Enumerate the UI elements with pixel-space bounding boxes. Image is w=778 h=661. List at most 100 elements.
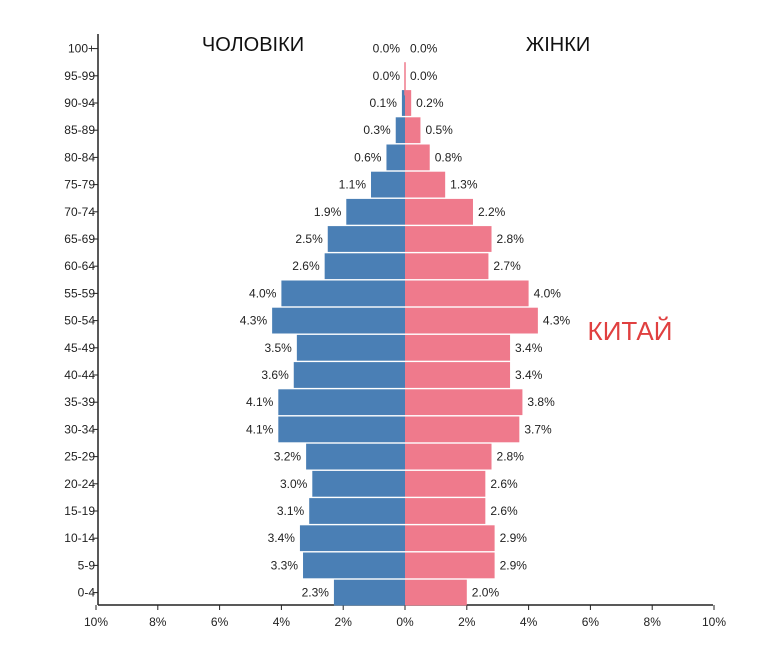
age-group-label: 60-64: [64, 259, 95, 273]
male-bar: [303, 552, 405, 579]
male-bar: [371, 171, 405, 198]
male-bar: [395, 117, 405, 144]
male-value-label: 0.0%: [373, 69, 401, 83]
female-bar: [405, 525, 495, 552]
male-bar: [309, 498, 405, 524]
female-value-label: 0.8%: [435, 150, 463, 164]
female-bar: [405, 416, 520, 443]
age-group-label: 85-89: [64, 123, 95, 137]
female-value-label: 0.2%: [416, 96, 444, 110]
age-group-label: 90-94: [64, 96, 95, 110]
male-value-label: 0.3%: [363, 123, 391, 137]
age-group-label: 35-39: [64, 395, 95, 409]
male-value-label: 0.1%: [370, 96, 398, 110]
female-value-label: 4.0%: [534, 286, 562, 300]
female-bar: [405, 362, 511, 388]
male-bar: [327, 226, 405, 252]
male-bar: [299, 525, 405, 552]
male-bar: [306, 443, 405, 470]
male-bar: [324, 253, 405, 280]
male-bar: [293, 362, 405, 388]
x-tick-label: 6%: [582, 615, 600, 629]
age-group-label: 5-9: [78, 558, 96, 572]
female-bar: [405, 389, 523, 416]
age-group-label: 25-29: [64, 450, 95, 464]
male-value-label: 4.1%: [246, 395, 274, 409]
x-tick-label: 10%: [702, 615, 726, 629]
x-tick-label: 2%: [335, 615, 353, 629]
female-bar: [405, 579, 467, 606]
male-bar: [296, 334, 405, 361]
female-title: ЖІНКИ: [526, 34, 591, 56]
age-group-label: 50-54: [64, 314, 95, 328]
female-value-label: 0.0%: [410, 69, 438, 83]
male-value-label: 2.6%: [292, 259, 320, 273]
male-value-label: 3.2%: [274, 450, 302, 464]
male-value-label: 1.1%: [339, 178, 367, 192]
male-value-label: 4.0%: [249, 286, 277, 300]
female-bar: [405, 307, 538, 334]
age-group-label: 40-44: [64, 368, 95, 382]
age-group-label: 20-24: [64, 477, 95, 491]
female-bar: [405, 90, 412, 116]
female-value-label: 2.9%: [500, 558, 528, 572]
x-tick-label: 0%: [396, 615, 414, 629]
female-bar: [405, 470, 486, 497]
female-bar: [405, 498, 486, 524]
male-value-label: 1.9%: [314, 205, 342, 219]
x-tick-label: 8%: [644, 615, 662, 629]
male-value-label: 3.6%: [261, 368, 289, 382]
age-group-label: 45-49: [64, 341, 95, 355]
male-bar: [346, 198, 405, 225]
female-value-label: 3.7%: [524, 422, 552, 436]
male-value-label: 0.6%: [354, 150, 382, 164]
female-value-label: 2.8%: [497, 232, 525, 246]
age-group-label: 0-4: [78, 586, 96, 600]
male-value-label: 0.0%: [373, 42, 401, 56]
age-group-label: 55-59: [64, 286, 95, 300]
x-tick-label: 2%: [458, 615, 476, 629]
age-group-label: 10-14: [64, 531, 95, 545]
male-value-label: 3.3%: [271, 558, 299, 572]
female-bar: [405, 198, 473, 225]
female-value-label: 2.9%: [500, 531, 528, 545]
female-value-label: 2.0%: [472, 586, 500, 600]
x-tick-label: 4%: [273, 615, 291, 629]
female-bar: [405, 144, 430, 171]
age-group-label: 80-84: [64, 150, 95, 164]
female-value-label: 2.6%: [490, 504, 518, 518]
female-bar: [405, 226, 492, 252]
male-title: ЧОЛОВІКИ: [202, 34, 304, 56]
female-value-label: 3.4%: [515, 368, 543, 382]
male-value-label: 3.5%: [264, 341, 292, 355]
male-bar: [401, 90, 405, 116]
male-bar: [278, 416, 405, 443]
female-bar: [405, 280, 529, 307]
female-value-label: 4.3%: [543, 314, 571, 328]
x-tick-label: 10%: [84, 615, 108, 629]
male-value-label: 4.1%: [246, 422, 274, 436]
labels: 100+ 0.0% 0.0% 95-99 0.0% 0.0% 90-94 0.1% 0.2% 85…: [64, 42, 570, 600]
female-value-label: 0.0%: [410, 42, 438, 56]
female-bar: [405, 334, 511, 361]
female-bar: [405, 443, 492, 470]
female-value-label: 0.5%: [425, 123, 453, 137]
x-tick-label: 4%: [520, 615, 538, 629]
female-value-label: 3.8%: [527, 395, 555, 409]
male-bar: [386, 144, 405, 171]
age-group-label: 100+: [68, 42, 95, 56]
male-value-label: 2.5%: [295, 232, 323, 246]
age-group-label: 30-34: [64, 422, 95, 436]
male-bar: [278, 389, 405, 416]
age-group-label: 95-99: [64, 69, 95, 83]
female-bar: [405, 117, 421, 144]
x-tick-label: 6%: [211, 615, 229, 629]
female-bar: [405, 552, 495, 579]
male-value-label: 3.4%: [268, 531, 296, 545]
age-group-label: 65-69: [64, 232, 95, 246]
female-value-label: 2.2%: [478, 205, 506, 219]
male-bar: [272, 307, 405, 334]
female-value-label: 1.3%: [450, 178, 478, 192]
male-bar: [312, 470, 405, 497]
x-tick-label: 8%: [149, 615, 167, 629]
